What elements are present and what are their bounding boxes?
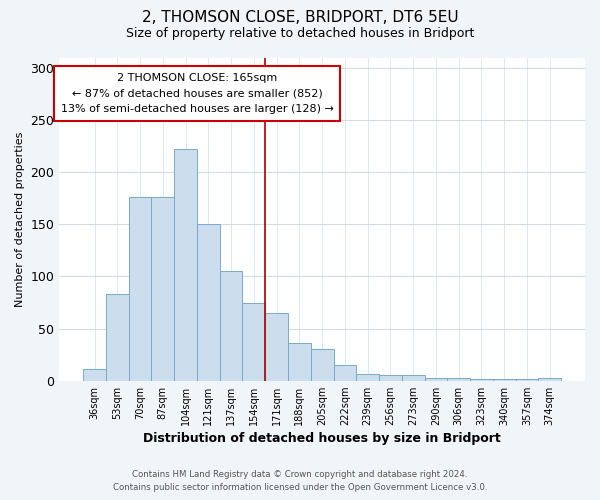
Bar	[311, 350, 334, 380]
Bar	[106, 294, 129, 380]
Bar	[83, 369, 106, 380]
Bar	[129, 197, 151, 380]
Bar	[220, 271, 242, 380]
Bar	[334, 365, 356, 380]
Bar	[242, 302, 265, 380]
Bar	[470, 378, 493, 380]
Text: Contains HM Land Registry data © Crown copyright and database right 2024.
Contai: Contains HM Land Registry data © Crown c…	[113, 470, 487, 492]
Bar	[493, 378, 515, 380]
Bar	[356, 374, 379, 380]
Bar	[448, 378, 470, 380]
Bar	[151, 197, 174, 380]
X-axis label: Distribution of detached houses by size in Bridport: Distribution of detached houses by size …	[143, 432, 501, 445]
Bar	[197, 224, 220, 380]
Bar	[288, 343, 311, 380]
Bar	[515, 378, 538, 380]
Bar	[174, 149, 197, 380]
Bar	[402, 376, 425, 380]
Y-axis label: Number of detached properties: Number of detached properties	[15, 132, 25, 307]
Bar	[379, 376, 402, 380]
Bar	[538, 378, 561, 380]
Bar	[265, 313, 288, 380]
Bar	[425, 378, 448, 380]
Text: 2, THOMSON CLOSE, BRIDPORT, DT6 5EU: 2, THOMSON CLOSE, BRIDPORT, DT6 5EU	[142, 10, 458, 25]
Text: Size of property relative to detached houses in Bridport: Size of property relative to detached ho…	[126, 28, 474, 40]
Text: 2 THOMSON CLOSE: 165sqm
← 87% of detached houses are smaller (852)
13% of semi-d: 2 THOMSON CLOSE: 165sqm ← 87% of detache…	[61, 73, 334, 114]
